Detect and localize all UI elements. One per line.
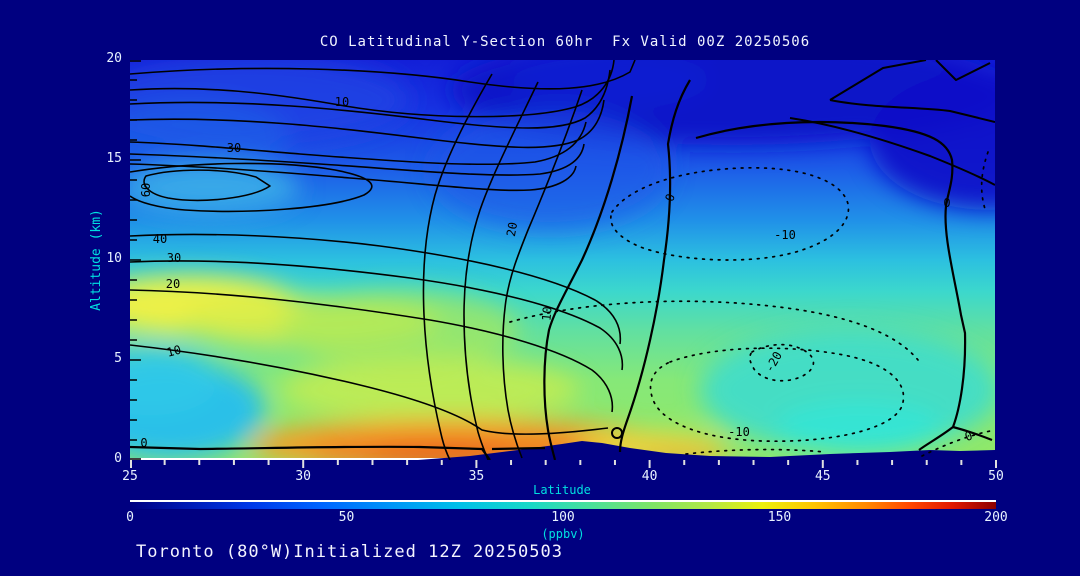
y-axis-ticks — [130, 60, 141, 460]
x-axis-ticks — [130, 460, 997, 468]
contour-label: 10 — [335, 95, 349, 109]
y-tick-label: 20 — [106, 51, 122, 66]
colorbar-tick-label: 150 — [767, 510, 792, 525]
contour-label: -10 — [728, 425, 750, 439]
dotted-contours — [509, 151, 995, 457]
contour-label: 10 — [165, 343, 183, 360]
contour-label: 40 — [153, 232, 167, 246]
contour-label: 30 — [227, 141, 241, 155]
chart-title: CO Latitudinal Y-Section 60hr Fx Valid 0… — [319, 34, 811, 50]
y-tick-label: 0 — [114, 451, 122, 466]
x-tick-label: 45 — [814, 469, 831, 484]
x-tick-label: 50 — [988, 469, 1004, 484]
model-init-annotation: Toronto (80°W)Initialized 12Z 20250503 — [136, 542, 563, 562]
colorbar-units-label: (ppbv) — [541, 527, 585, 541]
contour-label: 0 — [963, 428, 975, 444]
terrain-silhouette — [418, 441, 995, 460]
colorbar-tick-label: 50 — [338, 510, 355, 525]
contour-label: 0 — [662, 192, 678, 204]
colorbar-tick-label: 0 — [126, 510, 134, 525]
contour-label: -10 — [774, 228, 796, 242]
contour-label: 20 — [166, 277, 180, 291]
colorbar — [130, 500, 996, 509]
x-axis-label: Latitude — [533, 483, 591, 497]
x-tick-label: 40 — [641, 469, 658, 484]
x-tick-label: 30 — [295, 469, 312, 484]
contour-label: 10 — [539, 306, 554, 322]
contour-label: 20 — [504, 221, 520, 238]
contour-label: 60 — [139, 183, 153, 197]
contour-label: 0 — [943, 196, 950, 210]
x-tick-label: 25 — [122, 469, 138, 484]
y-tick-label: 5 — [114, 351, 122, 366]
x-tick-label: 35 — [468, 469, 485, 484]
contour-label: 30 — [167, 251, 181, 265]
colorbar-tick-label: 200 — [984, 510, 1008, 525]
colorbar-tick-label: 100 — [551, 510, 575, 525]
solid-contours — [130, 60, 995, 460]
y-tick-label: 10 — [106, 251, 122, 266]
contour-label: 0 — [140, 436, 147, 450]
y-tick-label: 15 — [106, 151, 122, 166]
